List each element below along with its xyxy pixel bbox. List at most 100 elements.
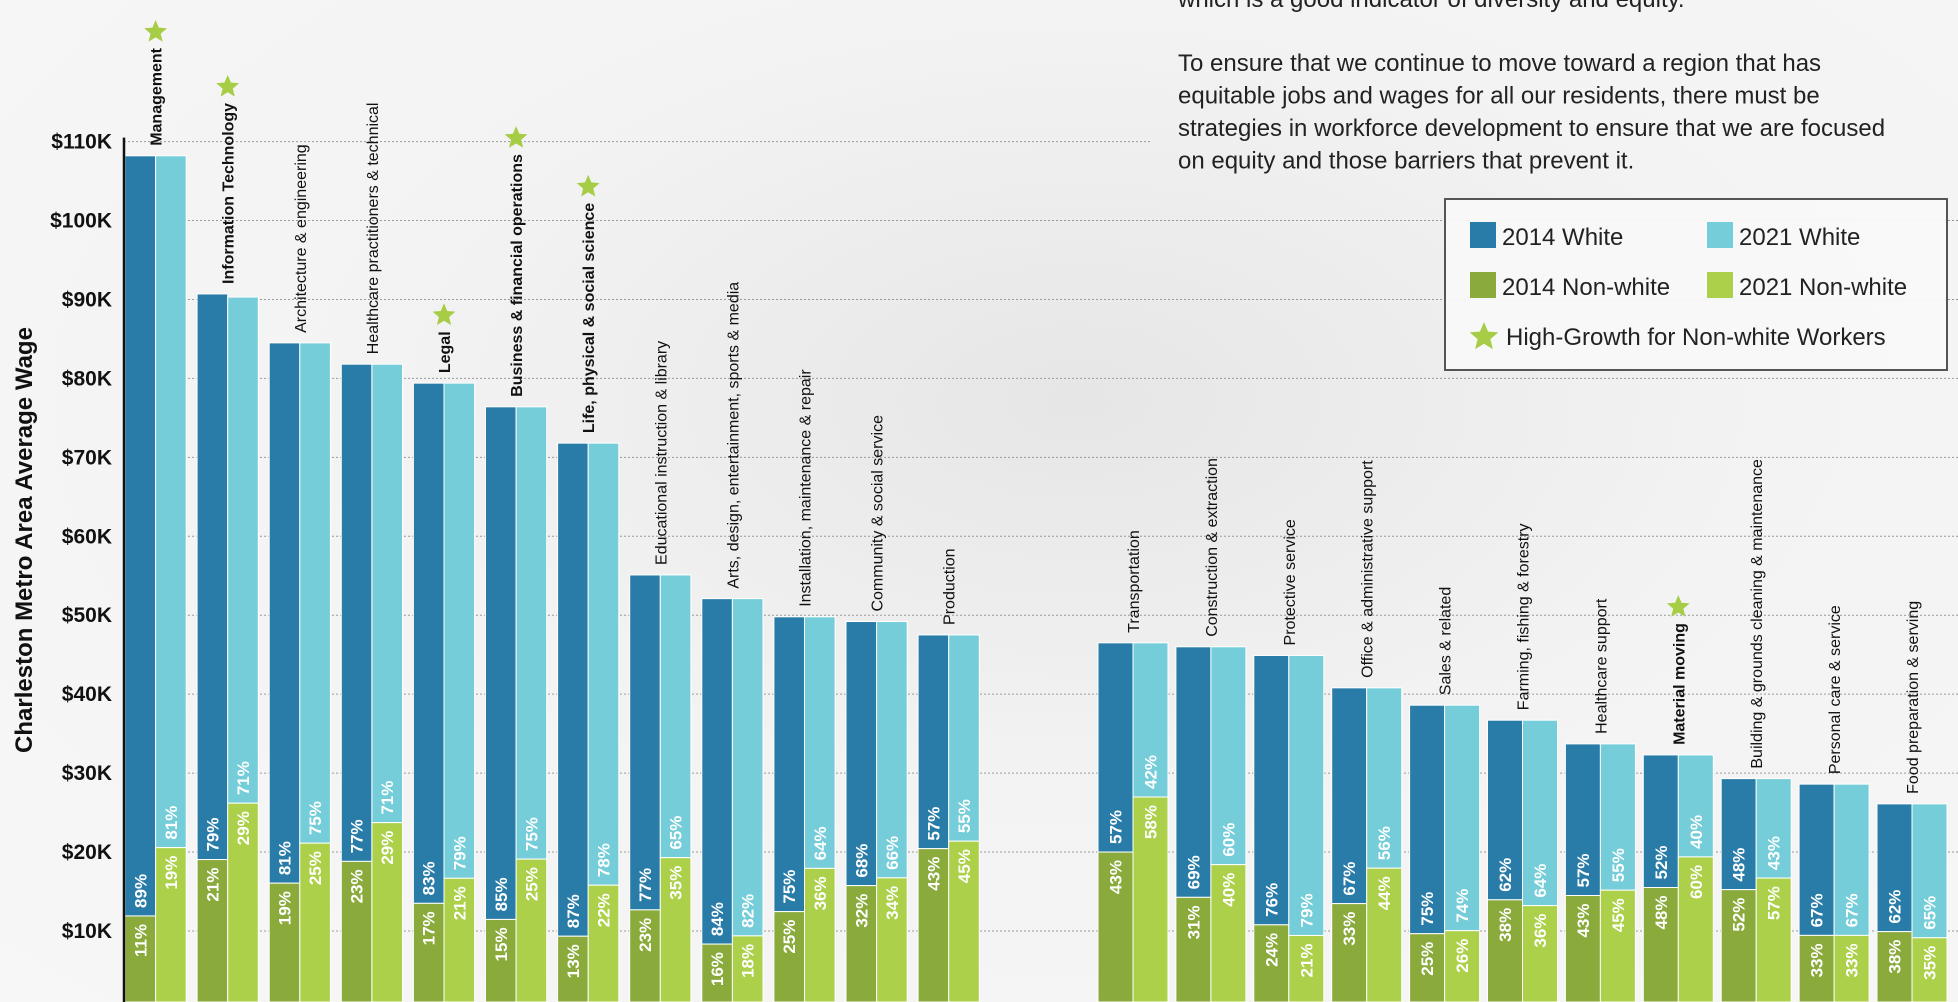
bar-segment-white xyxy=(557,442,589,937)
value-label: 42% xyxy=(1142,755,1161,789)
legend-label: High-Growth for Non-white Workers xyxy=(1506,324,1886,351)
bar-segment-white xyxy=(299,342,331,844)
category-label: Transportation xyxy=(1126,530,1143,633)
value-label: 57% xyxy=(1574,853,1593,887)
category-label: Information Technology xyxy=(221,103,238,284)
legend-swatch xyxy=(1470,222,1496,248)
value-label: 11% xyxy=(131,924,150,957)
category-label: Architecture & engineering xyxy=(293,144,310,333)
y-tick-label: $70K xyxy=(62,446,112,469)
value-label: 45% xyxy=(1609,898,1628,932)
paragraph-line: strategies in workforce development to e… xyxy=(1178,115,1885,142)
value-label: 75% xyxy=(522,817,541,851)
value-label: 75% xyxy=(306,801,325,835)
bar-segment-nonwhite xyxy=(1755,877,1792,1002)
intro-text: which is a good indicator of diversity a… xyxy=(1177,0,1685,13)
paragraph-line: on equity and those barriers that preven… xyxy=(1178,148,1634,175)
value-label: 45% xyxy=(955,849,974,883)
value-label: 84% xyxy=(708,902,727,936)
value-label: 40% xyxy=(1219,873,1238,907)
bar-segment-nonwhite xyxy=(1288,934,1325,1002)
value-label: 75% xyxy=(1418,892,1437,926)
category-label: Legal xyxy=(437,331,454,373)
bar-segment-white xyxy=(701,598,733,945)
value-label: 65% xyxy=(667,816,686,850)
bar-segment-white xyxy=(196,293,229,861)
category-label: Food preparation & serving xyxy=(1905,601,1922,794)
value-label: 38% xyxy=(1886,940,1905,974)
bar-segment-white xyxy=(515,406,548,860)
value-label: 23% xyxy=(636,918,655,952)
paragraph-line: To ensure that we continue to move towar… xyxy=(1178,50,1821,77)
category-label: Construction & extraction xyxy=(1204,458,1221,637)
bar-segment-white xyxy=(948,634,980,842)
bar-segment-white xyxy=(845,621,878,887)
value-label: 19% xyxy=(276,891,295,925)
category-label: Life, physical & social science xyxy=(581,203,598,433)
value-label: 52% xyxy=(1730,898,1749,932)
category-label: Healthcare practitioners & technical xyxy=(365,103,382,355)
category-label: Farming, fishing & forestry xyxy=(1516,523,1533,710)
value-label: 25% xyxy=(522,867,541,901)
value-label: 78% xyxy=(595,843,614,877)
value-label: 31% xyxy=(1184,905,1203,939)
value-label: 40% xyxy=(1687,815,1706,849)
value-label: 64% xyxy=(811,826,830,860)
value-label: 17% xyxy=(420,911,439,945)
bar-segment-nonwhite xyxy=(659,857,692,1002)
value-label: 71% xyxy=(234,761,253,795)
category-label: Personal care & service xyxy=(1827,605,1844,774)
category-label: Management xyxy=(149,47,166,145)
value-label: 60% xyxy=(1219,823,1238,857)
bar-segment-white xyxy=(1911,803,1948,939)
value-label: 52% xyxy=(1652,845,1671,879)
value-label: 44% xyxy=(1375,876,1394,910)
y-tick-label: $40K xyxy=(62,683,112,706)
bar-segment-nonwhite xyxy=(1876,931,1913,1002)
value-label: 33% xyxy=(1808,943,1827,977)
bar-segment-white xyxy=(1097,642,1134,853)
value-label: 79% xyxy=(1297,893,1316,927)
bar-segment-nonwhite xyxy=(1911,937,1948,1002)
value-label: 67% xyxy=(1340,862,1359,896)
value-label: 71% xyxy=(378,781,397,815)
y-tick-label: $10K xyxy=(62,920,112,943)
bar-segment-nonwhite xyxy=(227,802,259,1002)
value-label: 66% xyxy=(883,836,902,870)
bar-segment-white xyxy=(412,382,445,904)
bar-segment-nonwhite xyxy=(1522,905,1558,1002)
bar-segment-nonwhite xyxy=(557,935,589,1002)
category-label: Material moving xyxy=(1671,623,1688,745)
bar-segment-white xyxy=(1642,754,1679,889)
value-label: 25% xyxy=(780,920,799,954)
bar-segment-white xyxy=(268,342,301,884)
value-label: 32% xyxy=(852,894,871,928)
bar-segment-white xyxy=(1331,687,1368,905)
value-label: 33% xyxy=(1340,912,1359,946)
bar-segment-white xyxy=(731,598,764,937)
bar-segment-white xyxy=(124,155,157,917)
value-label: 79% xyxy=(203,818,222,852)
value-label: 58% xyxy=(1142,805,1161,839)
bar-segment-white xyxy=(443,382,476,879)
bar-segment-nonwhite xyxy=(804,867,836,1002)
value-label: 82% xyxy=(739,894,758,928)
value-label: 55% xyxy=(1609,848,1628,882)
y-tick-label: $30K xyxy=(62,762,112,785)
bar-segment-nonwhite xyxy=(371,822,403,1002)
value-label: 26% xyxy=(1453,939,1472,973)
value-label: 15% xyxy=(492,927,511,961)
value-label: 43% xyxy=(924,857,943,891)
value-label: 43% xyxy=(1765,836,1784,870)
bar-segment-nonwhite xyxy=(1210,864,1247,1002)
value-label: 65% xyxy=(1921,896,1940,930)
value-label: 36% xyxy=(811,876,830,910)
value-label: 77% xyxy=(348,819,367,853)
bar-segment-nonwhite xyxy=(1444,930,1481,1002)
value-label: 38% xyxy=(1496,908,1515,942)
y-tick-label: $90K xyxy=(62,288,112,311)
legend-box xyxy=(1444,198,1948,371)
bar-segment-white xyxy=(1444,704,1481,932)
legend-swatch xyxy=(1707,272,1733,298)
